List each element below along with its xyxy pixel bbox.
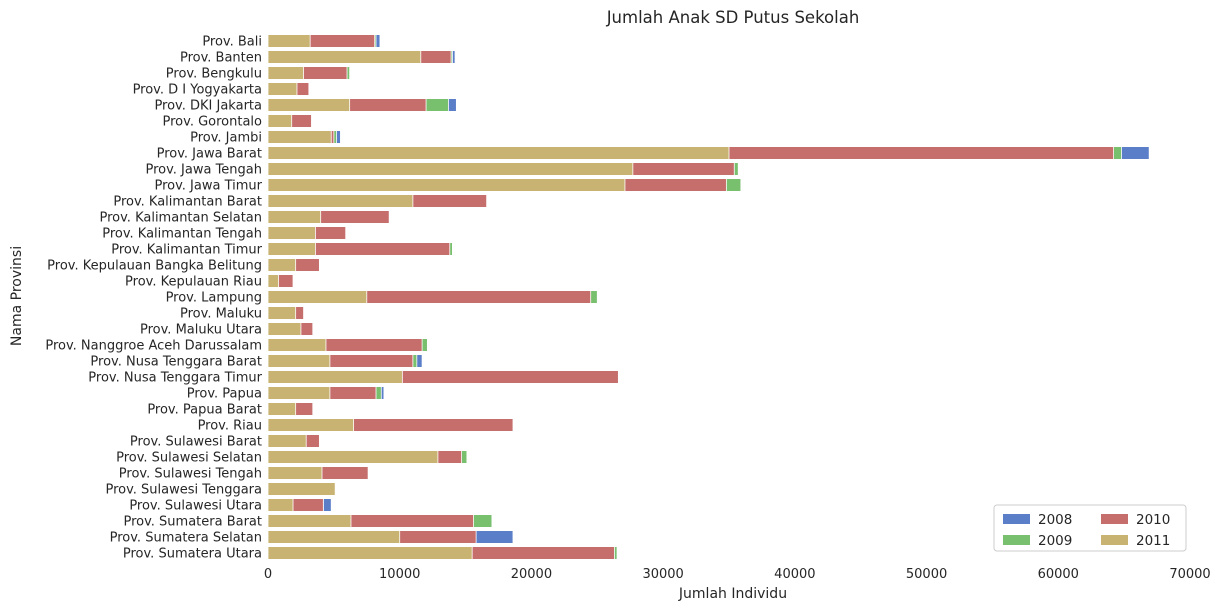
y-tick-label: Prov. Jawa Tengah bbox=[145, 163, 262, 178]
y-tick-label: Prov. Sumatera Selatan bbox=[110, 531, 262, 546]
y-tick-label: Prov. Sulawesi Utara bbox=[129, 499, 262, 514]
bar bbox=[267, 242, 316, 256]
y-tick-label: Prov. Kalimantan Selatan bbox=[100, 211, 263, 226]
x-axis-title: Jumlah Individu bbox=[678, 586, 787, 602]
chart-title: Jumlah Anak SD Putus Sekolah bbox=[606, 8, 860, 27]
bar bbox=[267, 66, 304, 80]
legend-label: 2011 bbox=[1136, 533, 1170, 549]
bar bbox=[267, 162, 634, 176]
bar bbox=[267, 82, 298, 96]
bar bbox=[267, 354, 331, 368]
y-tick-label: Prov. Kalimantan Tengah bbox=[102, 227, 262, 242]
bar bbox=[267, 546, 473, 560]
y-tick-label: Prov. DKI Jakarta bbox=[154, 99, 262, 114]
y-tick-label: Prov. Maluku Utara bbox=[140, 323, 262, 338]
bar bbox=[267, 258, 297, 272]
y-tick-label: Prov. Sulawesi Tengah bbox=[119, 467, 262, 482]
x-tick-label: 70000 bbox=[1169, 567, 1210, 582]
y-tick-label: Prov. Gorontalo bbox=[163, 115, 263, 130]
y-tick-label: Prov. Nanggroe Aceh Darussalam bbox=[45, 339, 262, 354]
y-tick-label: Prov. D I Yogyakarta bbox=[133, 83, 262, 98]
y-tick-label: Prov. Riau bbox=[198, 419, 262, 434]
bar bbox=[267, 226, 316, 240]
legend-swatch bbox=[1003, 514, 1030, 524]
bar bbox=[267, 274, 279, 288]
y-tick-label: Prov. Bali bbox=[202, 35, 262, 50]
x-tick-label: 60000 bbox=[1038, 567, 1079, 582]
bar bbox=[267, 146, 730, 160]
y-tick-label: Prov. Sulawesi Barat bbox=[130, 435, 262, 450]
legend-swatch bbox=[1101, 535, 1128, 545]
legend-swatch bbox=[1101, 514, 1128, 524]
bar bbox=[267, 498, 294, 512]
bar bbox=[267, 338, 327, 352]
y-tick-label: Prov. Papua Barat bbox=[147, 403, 262, 418]
legend-frame bbox=[993, 504, 1187, 552]
legend-label: 2008 bbox=[1038, 512, 1072, 528]
y-tick-label: Prov. Nusa Tenggara Barat bbox=[90, 355, 262, 370]
y-tick-label: Prov. Sumatera Barat bbox=[123, 515, 262, 530]
bar bbox=[267, 370, 403, 384]
bar bbox=[267, 178, 626, 192]
bar bbox=[267, 466, 323, 480]
x-tick-label: 50000 bbox=[906, 567, 947, 582]
bar bbox=[267, 50, 422, 64]
y-tick-label: Prov. Jambi bbox=[190, 131, 262, 146]
bar bbox=[267, 210, 322, 224]
bar bbox=[267, 290, 368, 304]
legend-label: 2010 bbox=[1136, 512, 1170, 528]
y-tick-label: Prov. Sumatera Utara bbox=[123, 547, 262, 562]
bar bbox=[267, 450, 439, 464]
bar bbox=[267, 194, 414, 208]
x-tick-labels: 0 10000 20000 30000 40000 50000 60000 70000 bbox=[264, 567, 1211, 582]
y-tick-label: Prov. Jawa Timur bbox=[154, 179, 262, 194]
bar bbox=[267, 322, 302, 336]
bars-group bbox=[267, 34, 1150, 560]
y-tick-label: Prov. Kalimantan Timur bbox=[111, 243, 262, 258]
y-tick-label: Prov. Lampung bbox=[166, 291, 262, 306]
bar bbox=[267, 514, 352, 528]
bar bbox=[267, 418, 355, 432]
bar bbox=[267, 130, 332, 144]
y-tick-label: Prov. Kalimantan Barat bbox=[113, 195, 262, 210]
y-tick-label: Prov. Sulawesi Selatan bbox=[116, 451, 262, 466]
y-tick-label: Prov. Kepulauan Riau bbox=[125, 275, 262, 290]
y-tick-label: Prov. Sulawesi Tenggara bbox=[105, 483, 262, 498]
y-tick-label: Prov. Nusa Tenggara Timur bbox=[88, 371, 262, 386]
y-tick-label: Prov. Bengkulu bbox=[166, 67, 262, 82]
x-tick-label: 30000 bbox=[642, 567, 683, 582]
bar bbox=[267, 98, 351, 112]
bar bbox=[267, 434, 307, 448]
y-tick-label: Prov. Maluku bbox=[180, 307, 262, 322]
bar bbox=[267, 34, 311, 48]
bar bbox=[267, 306, 297, 320]
x-tick-label: 0 bbox=[264, 567, 272, 582]
legend: 2008 2009 2010 2011 bbox=[993, 504, 1187, 552]
x-tick-label: 20000 bbox=[511, 567, 552, 582]
legend-swatch bbox=[1003, 535, 1030, 545]
bar bbox=[267, 482, 336, 496]
bar bbox=[267, 402, 297, 416]
y-tick-label: Prov. Jawa Barat bbox=[157, 147, 262, 162]
bar bbox=[267, 114, 293, 128]
x-tick-label: 10000 bbox=[379, 567, 420, 582]
y-tick-label: Prov. Banten bbox=[180, 51, 262, 66]
legend-label: 2009 bbox=[1038, 533, 1072, 549]
y-axis-title: Nama Provinsi bbox=[9, 246, 25, 346]
bar bbox=[267, 530, 401, 544]
y-tick-label: Prov. Kepulauan Bangka Belitung bbox=[47, 259, 262, 274]
x-tick-label: 40000 bbox=[774, 567, 815, 582]
bar bbox=[267, 386, 331, 400]
y-tick-label: Prov. Papua bbox=[187, 387, 262, 402]
